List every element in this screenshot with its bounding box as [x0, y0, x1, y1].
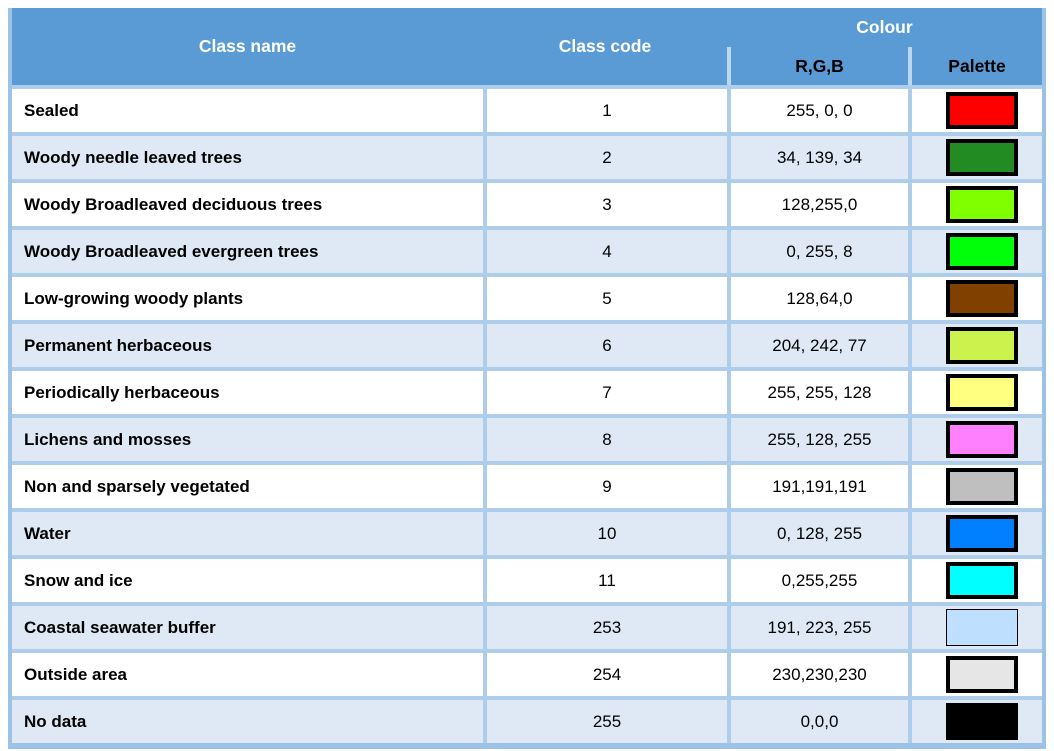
- class-name-cell: Permanent herbaceous: [24, 335, 213, 355]
- class-name-cell: Woody Broadleaved deciduous trees: [24, 194, 323, 214]
- class-name-cell: Woody Broadleaved evergreen trees: [24, 241, 319, 261]
- class-code-cell: 1: [483, 89, 727, 132]
- palette-cell: [908, 230, 1042, 273]
- color-swatch: [946, 468, 1018, 505]
- table-body: Sealed 1 255, 0, 0 Woody needle leaved t…: [12, 85, 1042, 743]
- palette-cell: [908, 183, 1042, 226]
- palette-cell: [908, 89, 1042, 132]
- color-swatch: [946, 233, 1018, 270]
- color-swatch: [946, 139, 1018, 176]
- rgb-cell: 128,64,0: [727, 277, 908, 320]
- palette-cell: [908, 136, 1042, 179]
- color-swatch: [946, 703, 1018, 740]
- palette-cell: [908, 606, 1042, 649]
- class-name-cell: Periodically herbaceous: [24, 382, 220, 402]
- table-row: No data 255 0,0,0: [12, 696, 1042, 743]
- table-row: Woody Broadleaved evergreen trees 4 0, 2…: [12, 226, 1042, 273]
- class-name-cell: Snow and ice: [24, 570, 133, 590]
- class-name-cell: Coastal seawater buffer: [24, 617, 216, 637]
- color-swatch: [946, 515, 1018, 552]
- class-name-cell: Sealed: [24, 100, 79, 120]
- header-colour-subcolumns: R,G,B Palette: [727, 47, 1042, 85]
- class-code-cell: 253: [483, 606, 727, 649]
- class-code-cell: 10: [483, 512, 727, 555]
- class-code-cell: 11: [483, 559, 727, 602]
- rgb-cell: 191,191,191: [727, 465, 908, 508]
- palette-cell: [908, 559, 1042, 602]
- class-name-cell: Woody needle leaved trees: [24, 147, 242, 167]
- table-row: Low-growing woody plants 5 128,64,0: [12, 273, 1042, 320]
- palette-cell: [908, 700, 1042, 743]
- rgb-cell: 255, 255, 128: [727, 371, 908, 414]
- rgb-cell: 255, 0, 0: [727, 89, 908, 132]
- class-name-cell: Non and sparsely vegetated: [24, 476, 250, 496]
- table-row: Permanent herbaceous 6 204, 242, 77: [12, 320, 1042, 367]
- class-code-cell: 5: [483, 277, 727, 320]
- class-code-cell: 254: [483, 653, 727, 696]
- header-colour-group: Colour R,G,B Palette: [727, 8, 1042, 85]
- table-row: Sealed 1 255, 0, 0: [12, 85, 1042, 132]
- palette-cell: [908, 371, 1042, 414]
- rgb-cell: 34, 139, 34: [727, 136, 908, 179]
- color-swatch: [946, 280, 1018, 317]
- table-row: Water 10 0, 128, 255: [12, 508, 1042, 555]
- rgb-cell: 204, 242, 77: [727, 324, 908, 367]
- class-code-cell: 9: [483, 465, 727, 508]
- table-header: Class name Class code Colour R,G,B Palet…: [12, 8, 1042, 85]
- table-row: Lichens and mosses 8 255, 128, 255: [12, 414, 1042, 461]
- class-name-cell: Outside area: [24, 664, 127, 684]
- class-code-cell: 3: [483, 183, 727, 226]
- color-swatch: [946, 421, 1018, 458]
- table-row: Outside area 254 230,230,230: [12, 649, 1042, 696]
- class-code-cell: 255: [483, 700, 727, 743]
- color-swatch: [946, 92, 1018, 129]
- rgb-cell: 0, 255, 8: [727, 230, 908, 273]
- color-swatch: [946, 327, 1018, 364]
- header-palette: Palette: [908, 47, 1042, 85]
- palette-cell: [908, 512, 1042, 555]
- rgb-cell: 230,230,230: [727, 653, 908, 696]
- color-swatch: [946, 186, 1018, 223]
- table-row: Snow and ice 11 0,255,255: [12, 555, 1042, 602]
- table-row: Woody needle leaved trees 2 34, 139, 34: [12, 132, 1042, 179]
- rgb-cell: 0, 128, 255: [727, 512, 908, 555]
- class-code-cell: 8: [483, 418, 727, 461]
- palette-cell: [908, 653, 1042, 696]
- palette-cell: [908, 324, 1042, 367]
- rgb-cell: 128,255,0: [727, 183, 908, 226]
- header-class-code: Class code: [558, 36, 652, 56]
- class-code-cell: 2: [483, 136, 727, 179]
- header-colour: Colour: [856, 17, 913, 37]
- class-name-cell: Low-growing woody plants: [24, 288, 244, 308]
- rgb-cell: 255, 128, 255: [727, 418, 908, 461]
- color-swatch: [946, 609, 1018, 646]
- class-name-cell: No data: [24, 711, 87, 731]
- palette-cell: [908, 277, 1042, 320]
- color-swatch: [946, 656, 1018, 693]
- color-swatch: [946, 374, 1018, 411]
- class-code-cell: 7: [483, 371, 727, 414]
- table-row: Coastal seawater buffer 253 191, 223, 25…: [12, 602, 1042, 649]
- rgb-cell: 191, 223, 255: [727, 606, 908, 649]
- palette-cell: [908, 465, 1042, 508]
- class-name-cell: Water: [24, 523, 71, 543]
- class-name-cell: Lichens and mosses: [24, 429, 192, 449]
- header-rgb: R,G,B: [727, 47, 908, 85]
- rgb-cell: 0,0,0: [727, 700, 908, 743]
- rgb-cell: 0,255,255: [727, 559, 908, 602]
- table-row: Non and sparsely vegetated 9 191,191,191: [12, 461, 1042, 508]
- class-code-cell: 6: [483, 324, 727, 367]
- table-row: Woody Broadleaved deciduous trees 3 128,…: [12, 179, 1042, 226]
- class-code-cell: 4: [483, 230, 727, 273]
- color-swatch: [946, 562, 1018, 599]
- land-cover-class-table: Class name Class code Colour R,G,B Palet…: [8, 8, 1046, 749]
- table-row: Periodically herbaceous 7 255, 255, 128: [12, 367, 1042, 414]
- palette-cell: [908, 418, 1042, 461]
- header-class-name: Class name: [198, 36, 297, 56]
